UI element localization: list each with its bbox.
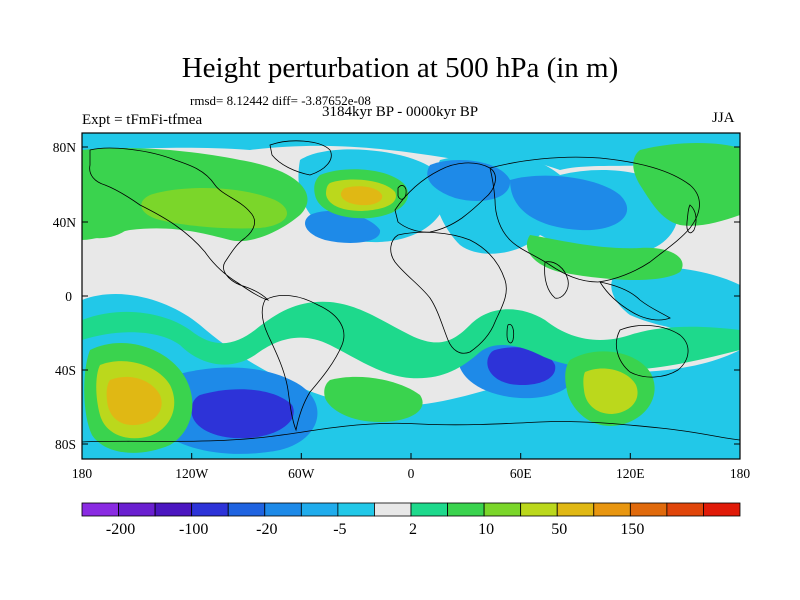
colorbar-swatch: [447, 502, 485, 517]
lat-label-40n: 40N: [53, 215, 77, 230]
rmsd-stats: rmsd= 8.12442 diff= -3.87652e-08: [190, 93, 371, 108]
colorbar-swatch: [629, 502, 668, 517]
colorbar-labels: -200 -100 -20 -5 2 10 50 150: [106, 521, 644, 538]
colorbar-label: 150: [620, 521, 644, 538]
plot-title: Height perturbation at 500 hPa (in m): [181, 52, 619, 84]
colorbar-swatch: [81, 502, 119, 517]
lat-label-80n: 80N: [53, 140, 77, 155]
anomaly-north-america-light: [141, 188, 287, 229]
time-period-label: 3184kyr BP - 0000kyr BP: [322, 104, 479, 120]
colorbar-label: -200: [106, 521, 135, 538]
lon-label-180e: 180: [730, 466, 751, 481]
coast-uk: [397, 185, 407, 200]
colorbar-swatch: [374, 502, 412, 517]
lon-label-120w: 120W: [175, 466, 208, 481]
lat-label-0: 0: [65, 289, 72, 304]
lon-label-60w: 60W: [288, 466, 315, 481]
anomaly-scandinavia: [427, 160, 511, 201]
lon-label-120e: 120E: [616, 466, 645, 481]
colorbar-swatch: [556, 502, 595, 517]
anomaly-north-pacific-green: [633, 143, 740, 226]
coast-madagascar: [506, 323, 515, 344]
season-label: JJA: [712, 110, 735, 126]
coast-australia: [616, 325, 689, 378]
colorbar-swatch: [191, 502, 229, 517]
lon-label-0: 0: [408, 466, 415, 481]
coast-greenland: [269, 140, 332, 176]
anomaly-south-atlantic-green: [324, 376, 423, 422]
anomaly-eurasia-core: [510, 175, 628, 231]
colorbar-label: -100: [179, 521, 208, 538]
colorbar-swatch: [264, 502, 302, 517]
coast-japan: [686, 204, 697, 234]
lat-label-80s: 80S: [55, 437, 76, 452]
lon-label-60e: 60E: [510, 466, 532, 481]
coastlines: [82, 140, 740, 443]
anomaly-west-pacific-green: [82, 188, 136, 239]
lon-label-180w: 180: [72, 466, 93, 481]
colorbar-swatch: [227, 502, 266, 517]
coast-southeast-asia: [599, 281, 671, 321]
lat-label-40s: 40S: [55, 363, 76, 378]
axis-ticks: [82, 146, 740, 459]
anomaly-south-indian-core: [487, 347, 556, 386]
contour-field: [82, 133, 740, 459]
colorbar-label: 50: [551, 521, 567, 538]
colorbar-swatch: [154, 502, 193, 517]
experiment-label: Expt = tFmFi-tfmea: [82, 112, 203, 128]
colorbar-swatch: [703, 502, 741, 517]
colorbar-swatch: [118, 502, 156, 517]
anomaly-siberia-green: [526, 235, 683, 280]
colorbar-label: 10: [478, 521, 494, 538]
coast-antarctica: [82, 421, 740, 443]
colorbar-label: 2: [409, 521, 417, 538]
colorbar-swatch: [483, 502, 522, 517]
colorbar-swatch: [300, 502, 339, 517]
colorbar: [81, 502, 741, 517]
anomaly-south-pacific-orange: [106, 376, 162, 426]
colorbar-swatch: [666, 502, 704, 517]
longitude-labels: 180 120W 60W 0 60E 120E 180: [72, 466, 751, 481]
colorbar-swatch: [593, 502, 631, 517]
coast-india: [544, 261, 569, 299]
anomaly-atlantic-blue: [305, 210, 381, 243]
colorbar-label: -5: [333, 521, 346, 538]
coast-north-america: [89, 147, 270, 301]
anomaly-south-indian-yellow: [583, 368, 638, 414]
anomaly-south-pacific-core: [191, 389, 294, 439]
anomaly-north-atlantic-orange: [340, 186, 383, 206]
colorbar-label: -20: [256, 521, 277, 538]
coast-south-america: [261, 295, 345, 432]
anomaly-arctic-belt: [82, 133, 740, 170]
coast-asia: [489, 156, 700, 283]
colorbar-swatch: [337, 502, 375, 517]
latitude-labels: 80N 40N 0 40S 80S: [53, 140, 77, 452]
colorbar-swatch: [520, 502, 558, 517]
anomaly-tropical-pacific-blue: [611, 266, 740, 332]
coast-africa: [390, 231, 507, 354]
colorbar-swatch: [410, 502, 448, 517]
